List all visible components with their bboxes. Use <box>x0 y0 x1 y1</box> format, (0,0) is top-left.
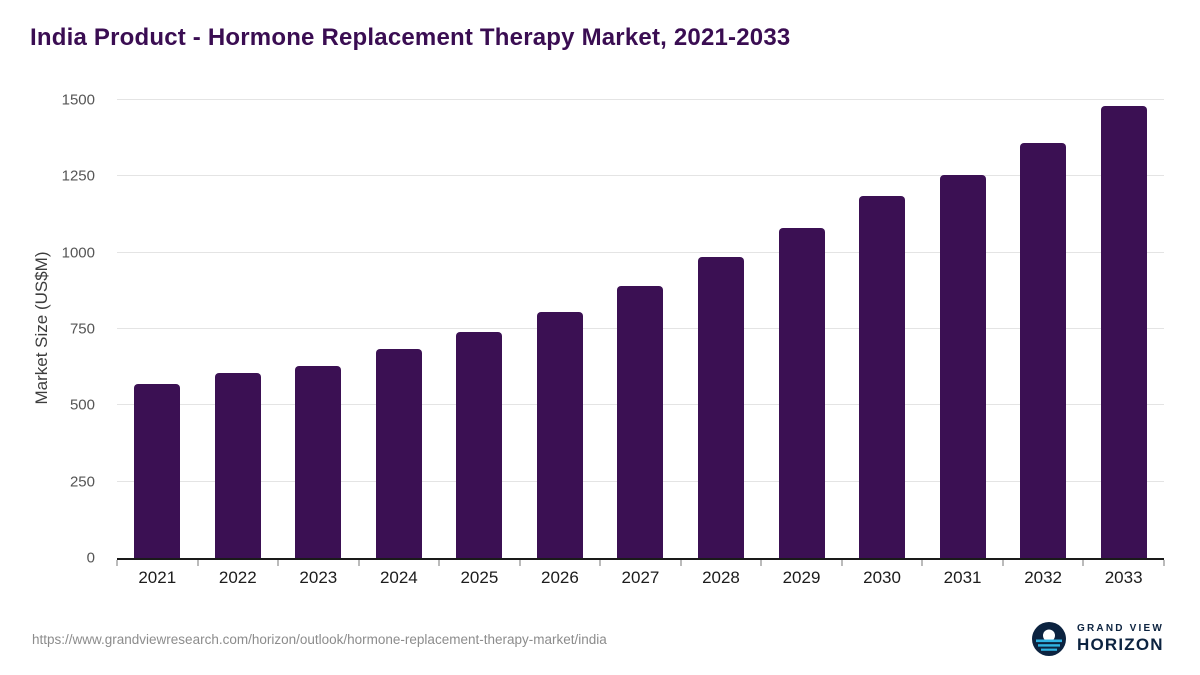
bar-slot <box>439 100 520 558</box>
bar-2027 <box>617 286 664 558</box>
x-tick-label: 2032 <box>1024 568 1063 587</box>
x-tick-label: 2029 <box>782 568 821 587</box>
bar-2031 <box>939 174 986 558</box>
gridline <box>117 99 1164 100</box>
bar-2029 <box>778 228 825 558</box>
bar-slot <box>117 100 198 558</box>
y-tick-label: 500 <box>69 396 95 414</box>
source-url: https://www.grandviewresearch.com/horizo… <box>32 632 607 647</box>
bar-slot <box>681 100 762 558</box>
bar-2024 <box>375 348 422 558</box>
bar-slot <box>359 100 440 558</box>
x-tick-label: 2033 <box>1104 568 1143 587</box>
bar-2021 <box>134 383 181 558</box>
brand-logo: GRAND VIEW HORIZON <box>1031 621 1164 657</box>
x-axis-tick <box>680 560 682 566</box>
x-axis-tick <box>599 560 601 566</box>
bar-slot <box>1083 100 1164 558</box>
x-tick-label: 2025 <box>460 568 499 587</box>
x-tick-label: 2027 <box>621 568 660 587</box>
x-axis-tick-labels: 2021 2022 2023 2024 2025 2026 2027 2028 2029 2030… <box>117 568 1164 588</box>
bar-slot <box>278 100 359 558</box>
y-axis-title: Market Size (US$M) <box>32 251 51 405</box>
bar-slot <box>842 100 923 558</box>
x-axis-tick <box>358 560 360 566</box>
bars-group <box>117 100 1164 558</box>
x-axis-tick <box>921 560 923 566</box>
x-tick-label: 2021 <box>138 568 177 587</box>
bar-slot <box>922 100 1003 558</box>
logo-horizon-label: HORIZON <box>1077 634 1164 654</box>
x-tick-label: 2030 <box>863 568 901 587</box>
chart-title: India Product - Hormone Replacement Ther… <box>30 24 791 51</box>
gridline <box>117 251 1164 253</box>
y-tick-label: 1000 <box>61 244 95 262</box>
bar-2026 <box>536 312 583 558</box>
x-axis-tick <box>197 560 199 566</box>
bar-2025 <box>456 332 503 558</box>
x-tick-label: 2023 <box>299 568 338 587</box>
bar-slot <box>1003 100 1084 558</box>
x-tick-label: 2028 <box>702 568 740 587</box>
logo-grand-view-label: GRAND VIEW <box>1077 623 1164 635</box>
plot-area <box>116 99 1165 566</box>
bar-2032 <box>1020 142 1067 558</box>
y-tick-label: 250 <box>69 473 95 491</box>
y-tick-label: 0 <box>86 549 95 567</box>
x-tick-label: 2031 <box>943 568 982 587</box>
x-axis-tick <box>1002 560 1004 566</box>
bar-slot <box>600 100 681 558</box>
bar-2028 <box>697 257 744 558</box>
y-axis-tick-labels: 0 250 500 750 1000 1250 1500 <box>55 92 105 567</box>
bar-2023 <box>295 365 342 558</box>
bar-slot <box>198 100 279 558</box>
gridline <box>117 175 1164 177</box>
y-tick-label: 1250 <box>61 167 95 185</box>
bar-slot <box>520 100 601 558</box>
x-axis-tick <box>1082 560 1084 566</box>
x-tick-label: 2026 <box>541 568 579 587</box>
bar-2033 <box>1100 106 1147 558</box>
y-tick-label: 750 <box>69 320 95 338</box>
x-axis-tick <box>841 560 843 566</box>
horizon-logo-icon <box>1032 622 1066 656</box>
brand-logo-text: GRAND VIEW HORIZON <box>1077 623 1164 654</box>
x-axis-tick <box>438 560 440 566</box>
bar-slot <box>761 100 842 558</box>
x-axis-tick <box>116 560 118 566</box>
x-axis-tick <box>519 560 521 566</box>
x-tick-label: 2022 <box>218 568 257 587</box>
x-tick-label: 2024 <box>379 568 418 587</box>
x-axis-tick <box>277 560 279 566</box>
bar-2022 <box>214 373 261 558</box>
bar-2030 <box>859 196 906 558</box>
x-axis-tick <box>760 560 762 566</box>
y-tick-label: 1500 <box>61 91 95 109</box>
x-axis-tick <box>1163 560 1165 566</box>
